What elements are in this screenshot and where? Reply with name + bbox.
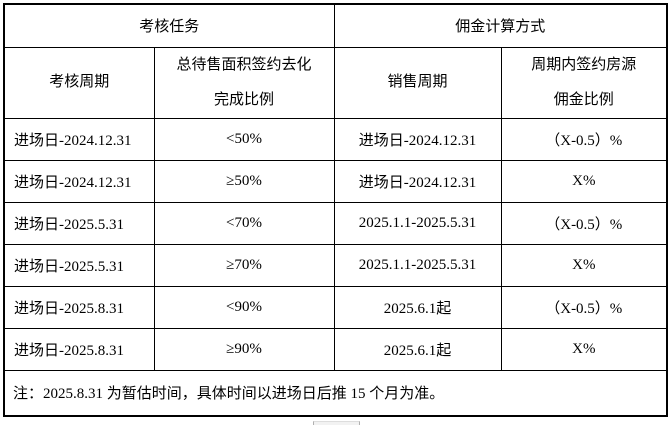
header-commission-ratio: 周期内签约房源 佣金比例 [500,46,668,119]
header-assess-period-label: 考核周期 [49,74,110,90]
cell-commission-rate: （X-0.5）% [500,117,668,161]
header-group-row: 考核任务 佣金计算方式 [3,3,668,48]
table-row: 进场日-2025.5.31 <70% 2025.1.1-2025.5.31 （X… [3,201,668,245]
cell-assess-period: 进场日-2024.12.31 [3,117,155,161]
cell-sales-period: 2025.6.1起 [333,327,502,371]
table-row: 进场日-2024.12.31 <50% 进场日-2024.12.31 （X-0.… [3,117,668,161]
header-sales-period: 销售周期 [333,46,502,119]
cell-commission-rate: （X-0.5）% [500,285,668,329]
cell-completion-ratio: <90% [153,285,335,329]
cell-commission-rate: （X-0.5）% [500,201,668,245]
cell-commission-rate: X% [500,327,668,371]
header-assess-task: 考核任务 [3,3,335,48]
column-header-row: 考核周期 总待售面积签约去化 完成比例 销售周期 周期内签约房源 佣金比例 [3,46,668,119]
cell-completion-ratio: <70% [153,201,335,245]
bottom-edge-artifact [313,421,360,425]
cell-commission-rate: X% [500,159,668,203]
header-completion-ratio: 总待售面积签约去化 完成比例 [153,46,335,119]
header-commission-method: 佣金计算方式 [333,3,668,48]
table-row: 进场日-2025.8.31 ≥90% 2025.6.1起 X% [3,327,668,371]
cell-assess-period: 进场日-2025.5.31 [3,201,155,245]
commission-table: 考核任务 佣金计算方式 考核周期 总待售面积签约去化 完成比例 销售周期 周期内… [3,3,669,417]
header-sales-period-label: 销售周期 [387,74,448,90]
cell-completion-ratio: ≥50% [153,159,335,203]
cell-completion-ratio: ≥90% [153,327,335,371]
cell-assess-period: 进场日-2025.5.31 [3,243,155,287]
header-completion-ratio-line1: 总待售面积签约去化 [176,56,312,73]
cell-completion-ratio: ≥70% [153,243,335,287]
cell-sales-period: 进场日-2024.12.31 [333,117,502,161]
header-commission-ratio-line2: 佣金比例 [553,91,614,108]
table-row: 进场日-2025.5.31 ≥70% 2025.1.1-2025.5.31 X% [3,243,668,287]
cell-assess-period: 进场日-2024.12.31 [3,159,155,203]
header-commission-ratio-line1: 周期内签约房源 [531,56,637,73]
header-completion-ratio-line2: 完成比例 [214,91,275,108]
cell-completion-ratio: <50% [153,117,335,161]
cell-sales-period: 进场日-2024.12.31 [333,159,502,203]
cell-sales-period: 2025.1.1-2025.5.31 [333,201,502,245]
header-assess-period: 考核周期 [3,46,155,119]
cell-sales-period: 2025.1.1-2025.5.31 [333,243,502,287]
table-row: 进场日-2024.12.31 ≥50% 进场日-2024.12.31 X% [3,159,668,203]
cell-assess-period: 进场日-2025.8.31 [3,285,155,329]
note-row: 注：2025.8.31 为暂估时间，具体时间以进场日后推 15 个月为准。 [3,369,668,417]
table-footnote: 注：2025.8.31 为暂估时间，具体时间以进场日后推 15 个月为准。 [3,369,668,417]
cell-assess-period: 进场日-2025.8.31 [3,327,155,371]
cell-commission-rate: X% [500,243,668,287]
cell-sales-period: 2025.6.1起 [333,285,502,329]
table-row: 进场日-2025.8.31 <90% 2025.6.1起 （X-0.5）% [3,285,668,329]
